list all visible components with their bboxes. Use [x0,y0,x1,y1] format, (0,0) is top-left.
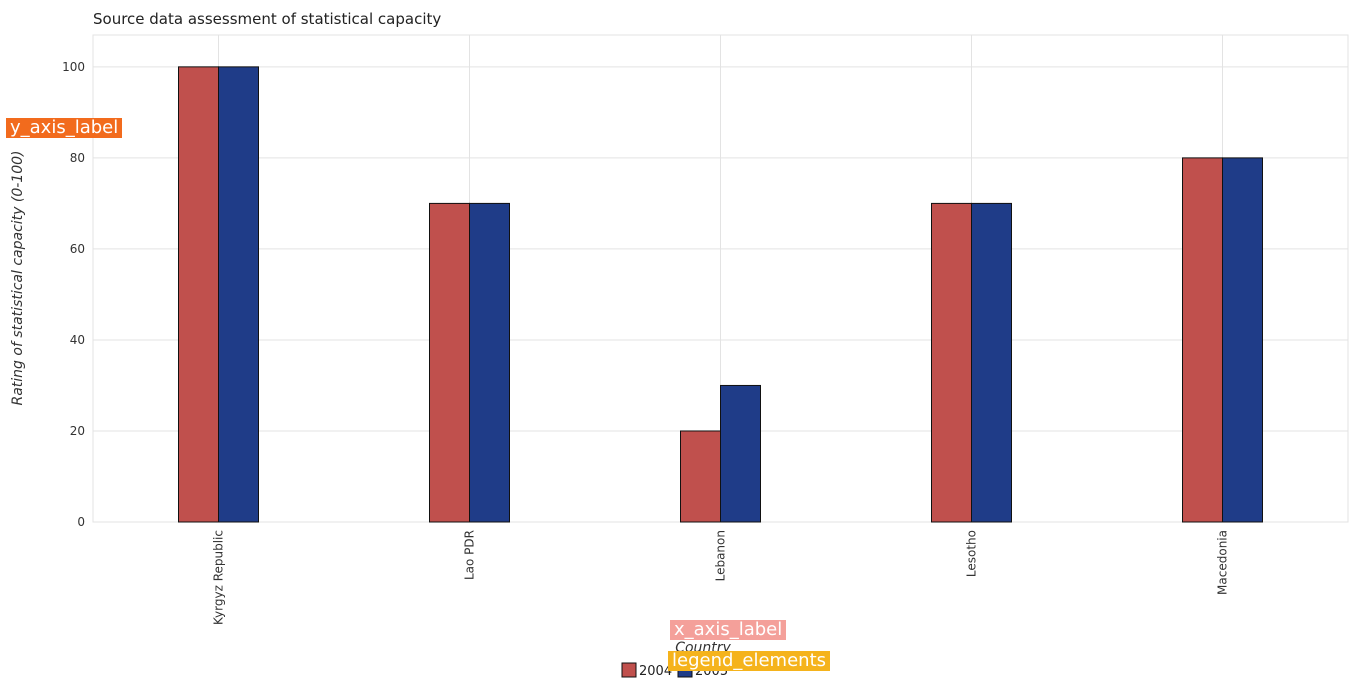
bar-2005-lao-pdr [469,202,510,523]
x-tick-label: Lebanon [714,530,728,581]
y-axis-overlay-tag: y_axis_label [6,118,123,138]
bar-2005-kyrgyz-republic [218,66,259,523]
legend-overlay-tag: legend_elements [668,651,831,671]
y-axis-label: Rating of statistical capacity (0-100) [10,150,26,405]
bar-2004-kyrgyz-republic [178,66,219,523]
bars [178,66,1263,523]
y-tick-label: 0 [77,515,85,529]
y-tick-label: 60 [70,242,85,256]
x-tick-label: Kyrgyz Republic [212,530,226,625]
chart-title: Source data assessment of statistical ca… [93,10,441,28]
x-tick-label: Lao PDR [463,530,477,580]
y-tick-label: 80 [70,151,85,165]
y-tick-label: 20 [70,424,85,438]
x-tick-label: Lesotho [965,530,979,577]
y-tick-label: 100 [62,60,85,74]
x-axis-overlay-tag: x_axis_label [670,620,787,640]
bar-2004-lebanon [680,430,721,523]
grid-lines [92,34,1349,523]
x-tick-labels: Kyrgyz Republic Lao PDR Lebanon Lesotho Mace… [212,530,1230,625]
y-tick-labels: 0 20 40 60 80 100 [62,60,85,529]
legend-swatch-2004 [621,662,637,678]
bar-2005-macedonia [1222,157,1263,523]
y-tick-label: 40 [70,333,85,347]
bar-2004-lao-pdr [429,202,470,523]
x-tick-label: Macedonia [1216,530,1230,595]
bar-2004-lesotho [931,202,972,523]
bar-2005-lesotho [971,202,1012,523]
bar-2004-macedonia [1182,157,1223,523]
legend-label-2004: 2004 [639,664,672,679]
bar-2005-lebanon [720,384,761,523]
